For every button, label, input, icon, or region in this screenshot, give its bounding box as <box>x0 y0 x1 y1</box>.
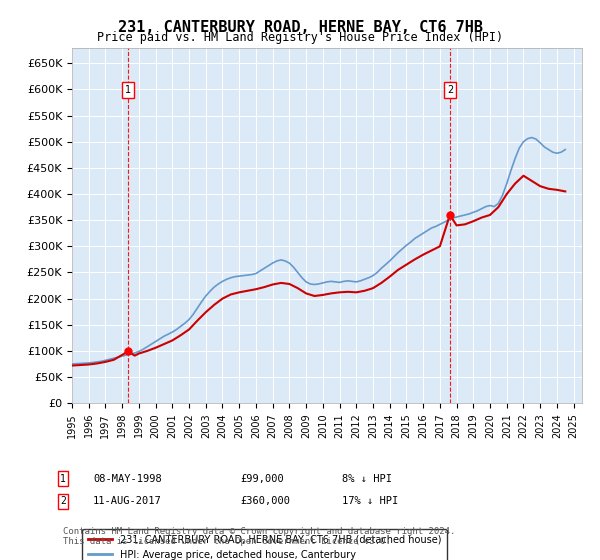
Text: £360,000: £360,000 <box>240 496 290 506</box>
Text: £99,000: £99,000 <box>240 474 284 484</box>
Text: 1: 1 <box>125 85 131 95</box>
Text: Contains HM Land Registry data © Crown copyright and database right 2024.
This d: Contains HM Land Registry data © Crown c… <box>63 526 455 546</box>
Text: 8% ↓ HPI: 8% ↓ HPI <box>342 474 392 484</box>
Text: 2: 2 <box>60 496 66 506</box>
Text: 1: 1 <box>60 474 66 484</box>
Text: 2: 2 <box>447 85 453 95</box>
Text: Price paid vs. HM Land Registry's House Price Index (HPI): Price paid vs. HM Land Registry's House … <box>97 31 503 44</box>
Legend: 231, CANTERBURY ROAD, HERNE BAY, CT6 7HB (detached house), HPI: Average price, d: 231, CANTERBURY ROAD, HERNE BAY, CT6 7HB… <box>82 529 447 560</box>
Text: 11-AUG-2017: 11-AUG-2017 <box>93 496 162 506</box>
Text: 231, CANTERBURY ROAD, HERNE BAY, CT6 7HB: 231, CANTERBURY ROAD, HERNE BAY, CT6 7HB <box>118 20 482 35</box>
Text: 08-MAY-1998: 08-MAY-1998 <box>93 474 162 484</box>
Text: 17% ↓ HPI: 17% ↓ HPI <box>342 496 398 506</box>
